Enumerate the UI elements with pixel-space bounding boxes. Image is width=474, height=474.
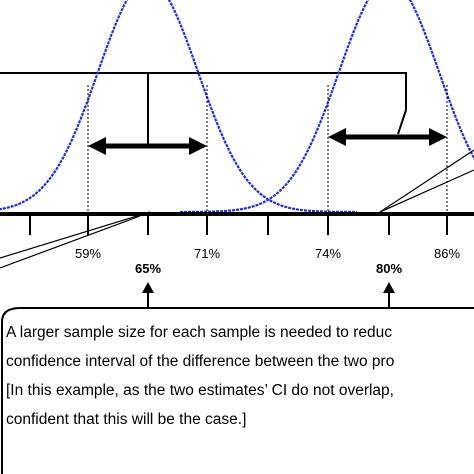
tick-label-74: 74% (315, 246, 341, 261)
caption-line-4: confident that this will be the case.] (6, 411, 247, 428)
leader-lines (0, 149, 474, 269)
tick-label-59: 59% (75, 246, 101, 261)
axis-ticks (29, 214, 448, 235)
estimate-label-65: 65% (135, 261, 161, 276)
ci-dotted-lines (87, 85, 448, 215)
caption-box (0, 307, 474, 474)
caption-text: A larger sample size for each sample is … (6, 318, 474, 434)
ci-arrow-1 (88, 137, 207, 155)
caption-line-2: confidence interval of the difference be… (6, 353, 395, 370)
estimate-arrow-80 (383, 282, 395, 308)
estimate-label-80: 80% (376, 261, 402, 276)
caption-line-3: [In this example, as the two estimates’ … (6, 382, 394, 399)
bell-curve-2 (180, 0, 474, 214)
bracket-line (0, 72, 407, 110)
tick-label-71: 71% (194, 246, 220, 261)
tick-label-86: 86% (434, 246, 460, 261)
ci-arrow-2 (328, 128, 447, 146)
caption-line-1: A larger sample size for each sample is … (6, 324, 392, 341)
estimate-arrow-65 (142, 282, 154, 308)
bell-curve-1 (0, 0, 357, 214)
sampling-distributions (0, 0, 474, 214)
bracket-leader (397, 109, 407, 135)
